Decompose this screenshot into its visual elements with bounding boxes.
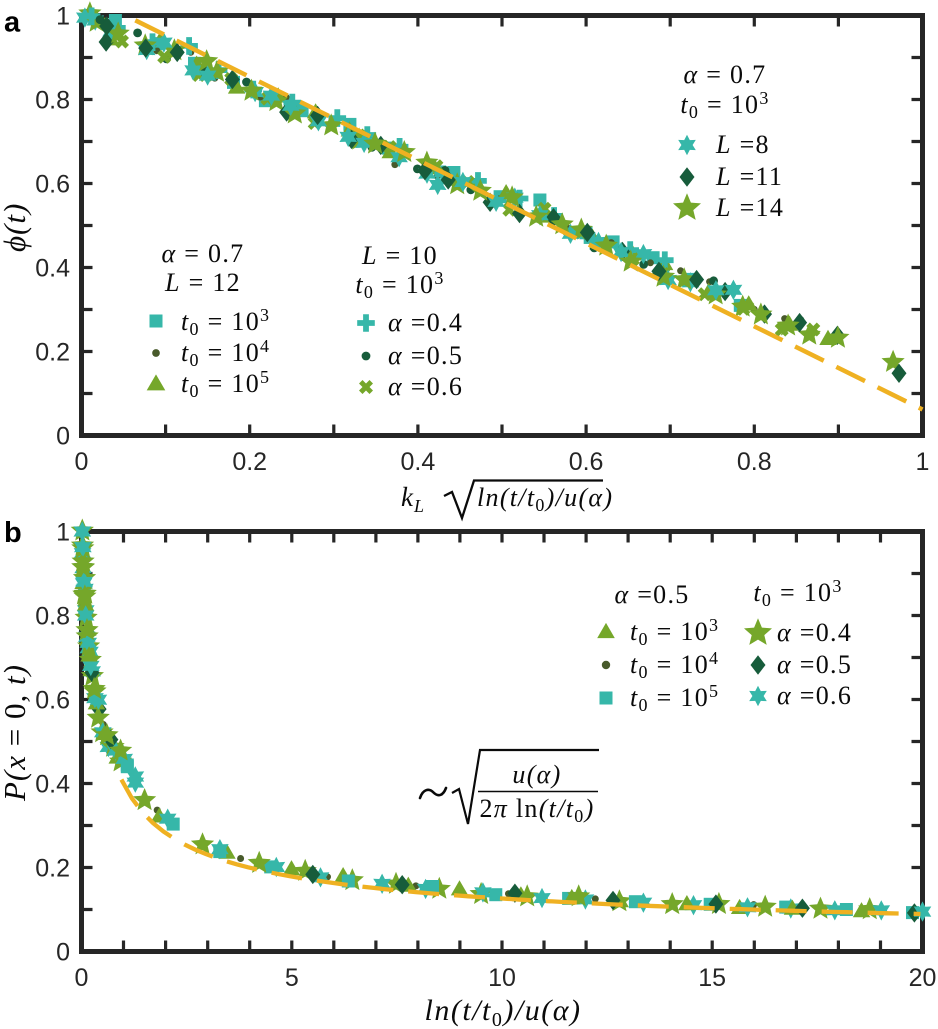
svg-text:0: 0 <box>75 448 89 476</box>
svg-text:20: 20 <box>909 964 937 992</box>
svg-text:α =0.6: α =0.6 <box>388 372 463 401</box>
svg-text:1: 1 <box>56 519 70 547</box>
svg-text:a: a <box>4 7 21 39</box>
svg-text:0.8: 0.8 <box>737 448 772 476</box>
svg-text:0.6: 0.6 <box>35 687 70 715</box>
svg-text:2π ln(t/t0): 2π ln(t/t0) <box>479 794 594 826</box>
svg-text:0: 0 <box>56 423 70 451</box>
svg-text:1: 1 <box>916 448 930 476</box>
svg-text:0.4: 0.4 <box>401 448 436 476</box>
svg-text:ln(t/t0)/u(α): ln(t/t0)/u(α) <box>425 994 582 1029</box>
svg-text:α = 0.7: α = 0.7 <box>162 239 245 268</box>
svg-text:α =0.5: α =0.5 <box>614 580 689 609</box>
svg-text:0.6: 0.6 <box>569 448 604 476</box>
svg-text:0.6: 0.6 <box>35 171 70 199</box>
svg-text:0.2: 0.2 <box>232 448 267 476</box>
svg-text:P(x = 0, t): P(x = 0, t) <box>0 664 32 802</box>
svg-text:u(α): u(α) <box>512 760 561 789</box>
svg-text:0.8: 0.8 <box>35 603 70 631</box>
svg-text:L =8: L =8 <box>715 130 770 159</box>
svg-text:0: 0 <box>56 939 70 967</box>
svg-text:L =11: L =11 <box>715 162 783 191</box>
svg-text:0.8: 0.8 <box>35 87 70 115</box>
svg-text:1: 1 <box>56 3 70 31</box>
svg-text:L = 12: L = 12 <box>164 268 241 297</box>
svg-text:ln(t/t0)/u(α): ln(t/t0)/u(α) <box>477 483 613 515</box>
svg-text:α =0.5: α =0.5 <box>777 650 852 679</box>
svg-text:α =0.4: α =0.4 <box>777 618 852 647</box>
svg-text:α =0.6: α =0.6 <box>777 681 852 710</box>
svg-text:15: 15 <box>698 964 726 992</box>
svg-text:t0 = 103: t0 = 103 <box>355 268 444 302</box>
svg-text:10: 10 <box>488 964 516 992</box>
svg-text:L = 10: L = 10 <box>361 241 438 270</box>
svg-text:L =14: L =14 <box>715 193 784 222</box>
svg-text:0: 0 <box>75 964 89 992</box>
svg-text:0.4: 0.4 <box>35 771 70 799</box>
svg-text:t0 = 105: t0 = 105 <box>630 681 719 715</box>
svg-text:α = 0.7: α = 0.7 <box>684 60 767 89</box>
svg-text:α =0.5: α =0.5 <box>388 341 463 370</box>
svg-text:0.2: 0.2 <box>35 339 70 367</box>
svg-text:b: b <box>4 517 22 549</box>
svg-text:t0 = 104: t0 = 104 <box>630 648 719 682</box>
svg-text:0.2: 0.2 <box>35 855 70 883</box>
svg-text:ϕ(t): ϕ(t) <box>0 203 32 252</box>
svg-text:α =0.4: α =0.4 <box>388 308 463 337</box>
svg-text:0.4: 0.4 <box>35 255 70 283</box>
svg-text:5: 5 <box>285 964 299 992</box>
